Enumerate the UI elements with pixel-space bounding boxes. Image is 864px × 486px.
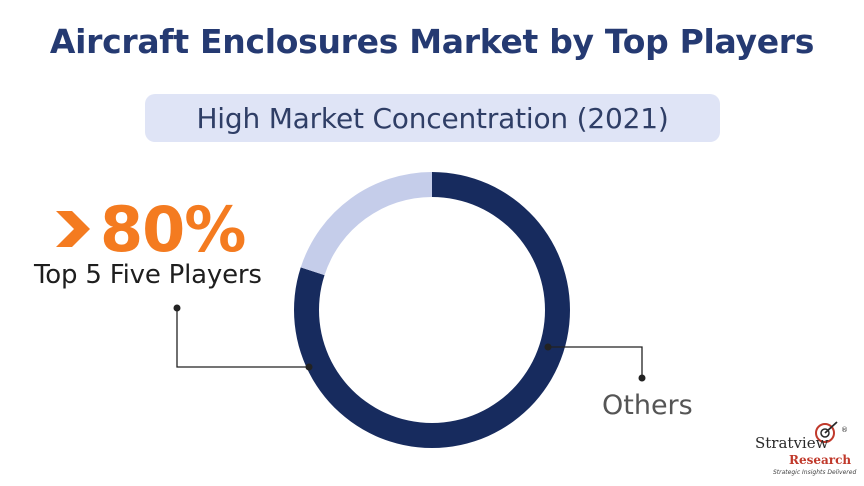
leader-dot-others-end (638, 374, 646, 382)
logo-registered-mark: ® (841, 426, 848, 434)
leader-dot-top-players-end (305, 363, 313, 371)
others-label: Others (602, 390, 693, 421)
chevron-right-icon (56, 211, 90, 247)
leader-line-others (548, 346, 643, 378)
logo-name: Stratview (755, 434, 829, 452)
stratview-logo: Stratview ® Research Strategic Insights … (755, 420, 857, 480)
slice-others (300, 172, 432, 276)
leader-dot-top-players-start (173, 304, 181, 312)
logo-sub: Research (789, 453, 852, 467)
highlight-value-group: 80% (52, 192, 246, 266)
logo-tagline: Strategic Insights Delivered (773, 469, 857, 476)
highlight-description: Top 5 Five Players (34, 260, 262, 290)
subtitle: High Market Concentration (2021) (196, 101, 669, 135)
highlight-value: 80% (100, 192, 246, 266)
leader-dot-others-start (544, 343, 552, 351)
target-chart-icon (815, 421, 838, 443)
leader-line-top-players (176, 308, 309, 368)
subtitle-pill: High Market Concentration (2021) (145, 94, 720, 142)
page-title: Aircraft Enclosures Market by Top Player… (49, 22, 815, 61)
